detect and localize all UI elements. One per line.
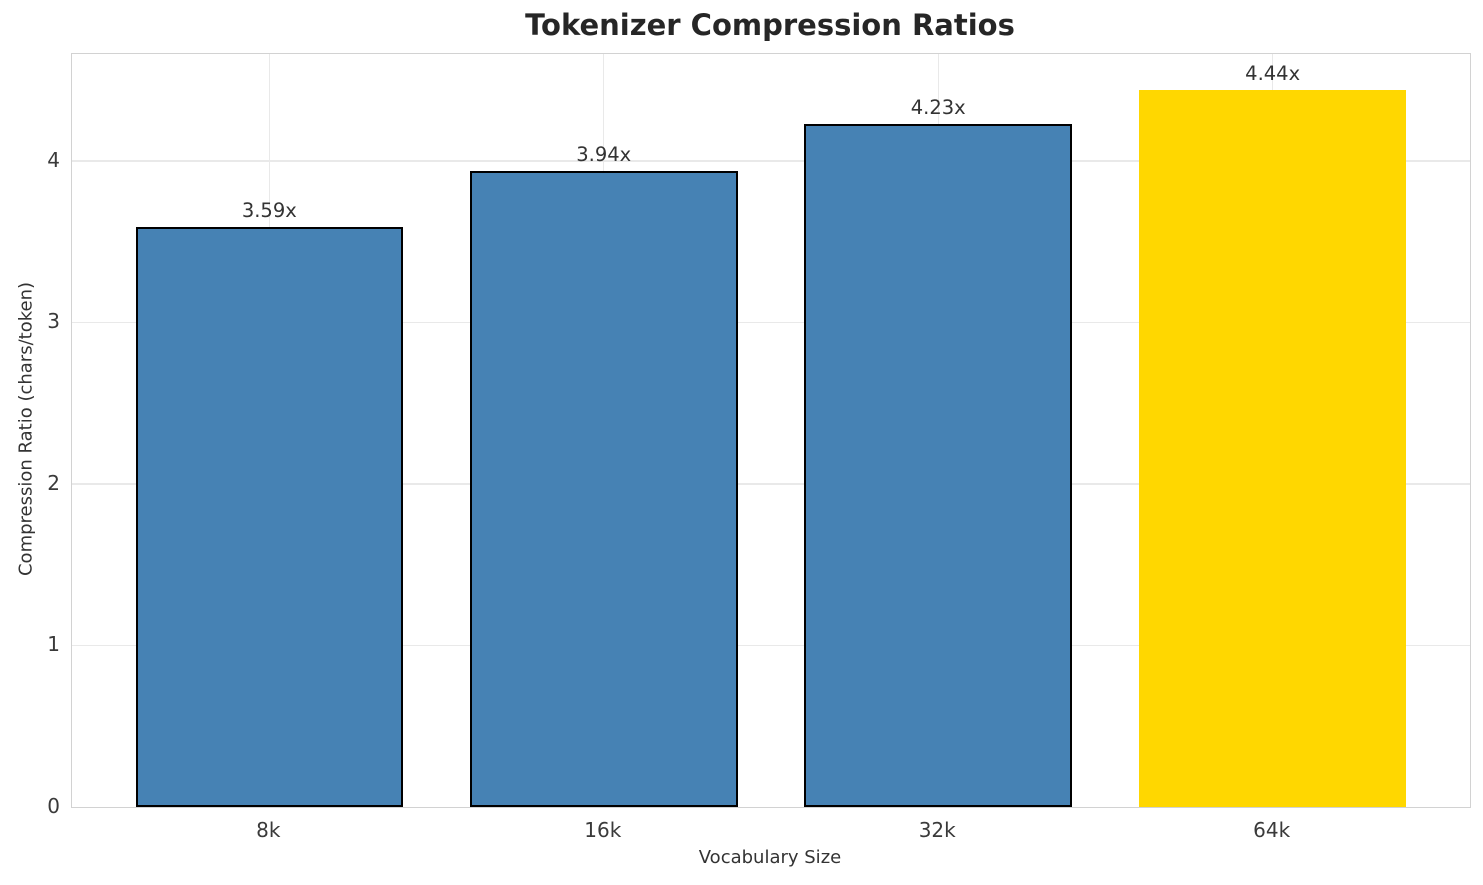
gridline-h-1 bbox=[72, 644, 1470, 647]
bar-value-label-32k: 4.23x bbox=[910, 95, 966, 119]
bar-value-label-64k: 4.44x bbox=[1245, 61, 1301, 85]
gridline-h-4 bbox=[72, 160, 1470, 162]
bar-16k bbox=[469, 170, 738, 807]
bar-value-label-8k: 3.59x bbox=[241, 199, 297, 223]
bar-value-label-16k: 3.94x bbox=[576, 142, 632, 166]
gridline-h-2 bbox=[72, 483, 1470, 485]
x-tick-label-64k: 64k bbox=[1253, 818, 1291, 842]
x-tick-label-16k: 16k bbox=[584, 818, 622, 842]
x-axis-label: Vocabulary Size bbox=[698, 847, 842, 868]
y-tick-label-1: 1 bbox=[47, 632, 60, 657]
bar-64k bbox=[1138, 89, 1407, 807]
y-tick-label-3: 3 bbox=[47, 309, 60, 334]
bar-32k bbox=[804, 123, 1072, 807]
y-tick-label-2: 2 bbox=[47, 470, 60, 495]
y-tick-label-0: 0 bbox=[47, 794, 60, 818]
gridline-h-3 bbox=[72, 321, 1470, 324]
x-tick-label-32k: 32k bbox=[918, 818, 956, 842]
x-tick-label-8k: 8k bbox=[256, 818, 281, 842]
bar-8k bbox=[135, 227, 404, 807]
chart-title: Tokenizer Compression Ratios bbox=[525, 8, 1015, 42]
y-axis-label: Compression Ratio (chars/token) bbox=[15, 282, 37, 577]
y-tick-label-4: 4 bbox=[47, 147, 60, 172]
plot-area: 3.59x 3.94x 4.23x 4.44x bbox=[71, 53, 1471, 808]
